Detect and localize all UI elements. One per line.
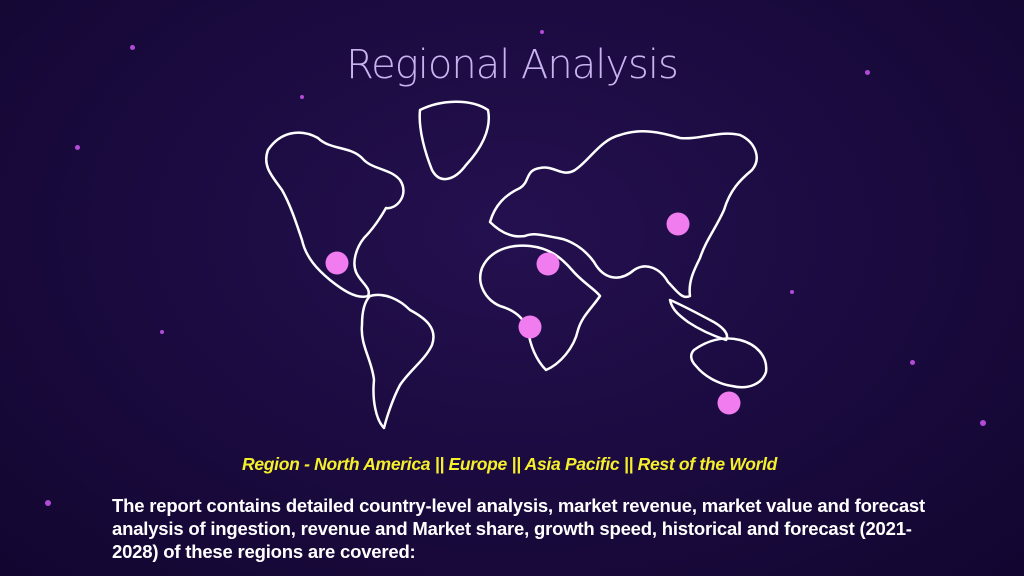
africa-outline bbox=[479, 244, 602, 372]
map-pin-australia bbox=[717, 391, 741, 415]
north-america-outline bbox=[265, 131, 405, 299]
southeast-asia-outline bbox=[668, 298, 729, 342]
regions-list: Region - North America || Europe || Asia… bbox=[242, 454, 778, 474]
report-description: The report contains detailed country-lev… bbox=[112, 495, 925, 562]
map-pin-europe bbox=[536, 252, 560, 276]
map-pin-asia-pacific bbox=[666, 212, 690, 236]
eurasia-outline bbox=[488, 130, 758, 299]
greenland-outline bbox=[418, 100, 491, 181]
map-pin-africa bbox=[518, 315, 542, 339]
south-america-outline bbox=[360, 293, 435, 430]
map-pin-north-america bbox=[325, 251, 349, 275]
australia-outline bbox=[690, 337, 768, 389]
page-title: Regional Analysis bbox=[346, 42, 679, 88]
